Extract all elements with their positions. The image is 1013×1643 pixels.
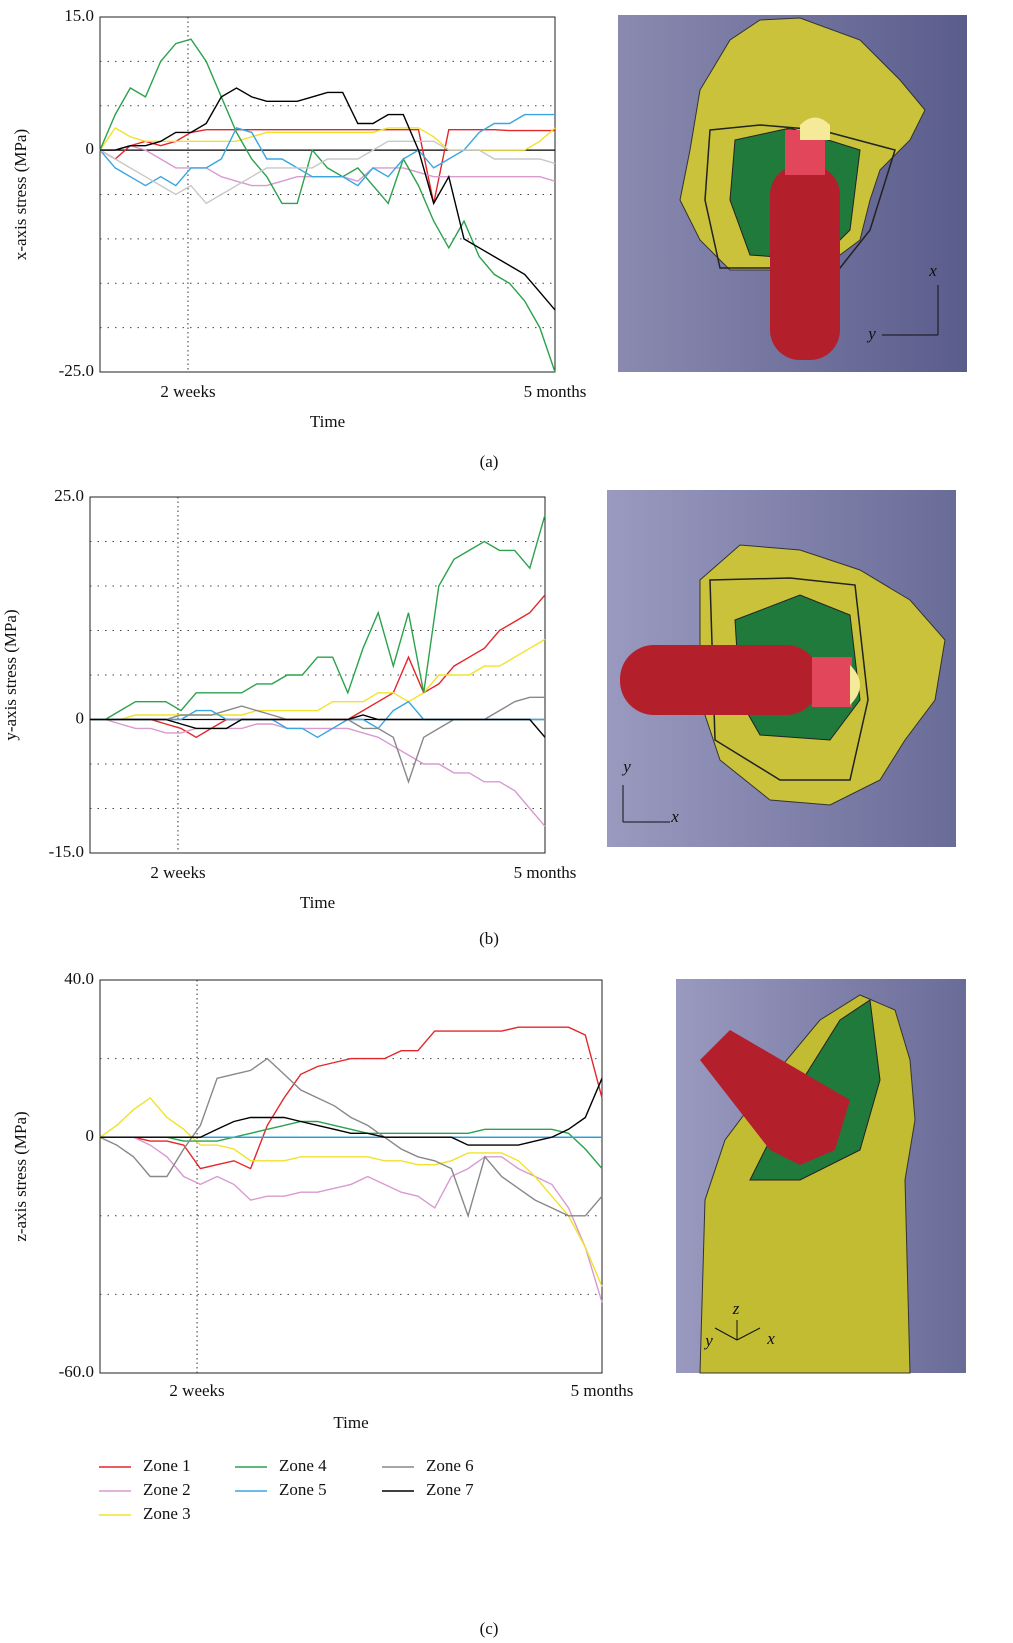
render-axis-label: x: [766, 1329, 775, 1348]
y-tick-label: -25.0: [59, 361, 94, 380]
series-line: [100, 1026, 603, 1170]
series-line: [100, 87, 556, 311]
x-tick-label: 2 weeks: [169, 1381, 224, 1400]
series-line: [99, 38, 556, 373]
y-tick-label: 0: [86, 1126, 95, 1145]
x-tick-label: 2 weeks: [150, 863, 205, 882]
render-b: [607, 490, 956, 847]
y-tick-label: 15.0: [64, 6, 94, 25]
x-tick-label: 5 months: [524, 382, 587, 401]
x-tick-label: 2 weeks: [160, 382, 215, 401]
x-axis-label: Time: [300, 893, 335, 912]
series-line: [99, 140, 556, 205]
y-tick-label: 40.0: [64, 969, 94, 988]
series-line: [99, 126, 556, 151]
y-tick-label: 0: [76, 708, 85, 727]
series-line: [90, 718, 546, 827]
panel-label: (b): [479, 929, 499, 948]
render-axis-label: x: [928, 261, 937, 280]
series-line: [90, 594, 546, 739]
panel-label: (a): [480, 452, 499, 471]
legend-label: Zone 7: [426, 1480, 474, 1499]
legend-label: Zone 2: [143, 1480, 191, 1499]
y-axis-label: x-axis stress (MPa): [11, 129, 30, 260]
x-tick-label: 5 months: [514, 863, 577, 882]
x-axis-label: Time: [333, 1413, 368, 1432]
render-axis-label: y: [703, 1331, 713, 1350]
series-line: [99, 1057, 603, 1219]
plot-frame: [99, 979, 603, 1374]
x-tick-label: 5 months: [571, 1381, 634, 1400]
series-line: [100, 144, 556, 187]
y-axis-label: y-axis stress (MPa): [1, 609, 20, 740]
series-line: [90, 638, 546, 721]
series-line: [90, 714, 546, 738]
legend-label: Zone 6: [426, 1456, 474, 1475]
legend-label: Zone 1: [143, 1456, 191, 1475]
render-axis-label: x: [670, 807, 679, 826]
legend-label: Zone 3: [143, 1504, 191, 1523]
y-axis-label: z-axis stress (MPa): [11, 1111, 30, 1241]
render-axis-label: y: [621, 757, 631, 776]
render-axis-label: y: [866, 324, 876, 343]
series-line: [90, 514, 546, 721]
series-line: [99, 113, 555, 187]
series-line: [100, 1120, 603, 1170]
series-line: [99, 1096, 603, 1287]
y-tick-label: 0: [86, 139, 95, 158]
x-axis-label: Time: [310, 412, 345, 431]
series-line: [100, 1136, 603, 1303]
legend-label: Zone 5: [279, 1480, 327, 1499]
render-axis-label: z: [732, 1299, 740, 1318]
y-tick-label: -15.0: [49, 842, 84, 861]
y-tick-label: -60.0: [59, 1362, 94, 1381]
render-a: [618, 15, 967, 372]
render-c: [676, 979, 966, 1374]
series-line: [100, 1078, 603, 1146]
y-tick-label: 25.0: [54, 486, 84, 505]
panel-label: (c): [480, 1619, 499, 1638]
legend-label: Zone 4: [279, 1456, 327, 1475]
